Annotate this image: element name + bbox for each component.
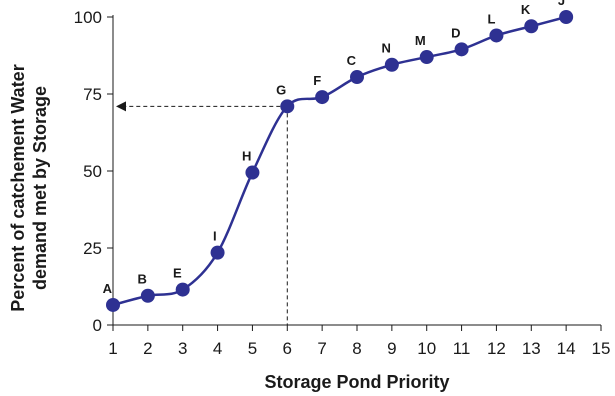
x-tick-label: 13 [522,339,541,358]
point-labels: A B E I H G F C N M D L K J [103,0,566,296]
x-tick-label: 2 [143,339,152,358]
y-axis-title-line1: Percent of catchement Water [8,64,28,311]
data-point-K [524,19,539,34]
y-tick-label: 0 [93,316,102,335]
series [106,10,574,312]
point-label-G: G [276,82,286,97]
data-point-D [454,42,469,57]
x-axis-title: Storage Pond Priority [264,372,449,392]
data-point-A [106,297,120,312]
data-point-H [245,165,260,180]
point-label-J: J [558,0,565,8]
point-label-N: N [381,41,390,56]
point-label-D: D [451,25,460,40]
x-tick-label: 5 [248,339,257,358]
data-point-J [559,10,574,24]
x-tick-label: 8 [352,339,361,358]
y-tick-label: 50 [83,162,102,181]
data-point-B [140,288,155,303]
series-line [112,15,567,307]
data-point-L [489,28,504,43]
data-point-M [419,50,434,65]
x-tick-label: 3 [178,339,187,358]
data-point-I [210,245,225,260]
point-label-I: I [213,229,217,244]
point-label-C: C [347,53,357,68]
data-point-C [350,70,364,85]
point-label-A: A [103,281,113,296]
x-tick-label: 1 [108,339,117,358]
x-tick-label: 14 [557,339,576,358]
x-tick-label: 12 [487,339,506,358]
point-label-M: M [415,33,426,48]
point-label-F: F [313,73,321,88]
x-tick-label: 11 [453,339,471,358]
x-tick-label: 15 [592,339,611,358]
data-point-G [280,99,295,114]
x-tick-label: 4 [213,339,222,358]
y-axis-title-line2: demand met by Storage [30,86,50,290]
x-tick-label: 9 [387,339,396,358]
point-label-B: B [137,272,146,287]
y-tick-label: 100 [74,8,102,27]
point-label-L: L [487,11,495,26]
x-tick-label: 7 [317,339,326,358]
arrow-head [116,101,126,112]
y-tick-label: 25 [83,239,102,258]
data-point-E [175,282,190,297]
y-tick-label: 75 [83,85,102,104]
point-label-H: H [242,149,251,164]
data-point-F [315,90,330,105]
point-label-K: K [521,2,531,17]
annotation-lines [116,101,288,325]
x-tick-label: 6 [283,339,292,358]
x-tick-label: 10 [417,339,436,358]
data-point-N [384,57,399,72]
point-label-E: E [173,266,182,281]
